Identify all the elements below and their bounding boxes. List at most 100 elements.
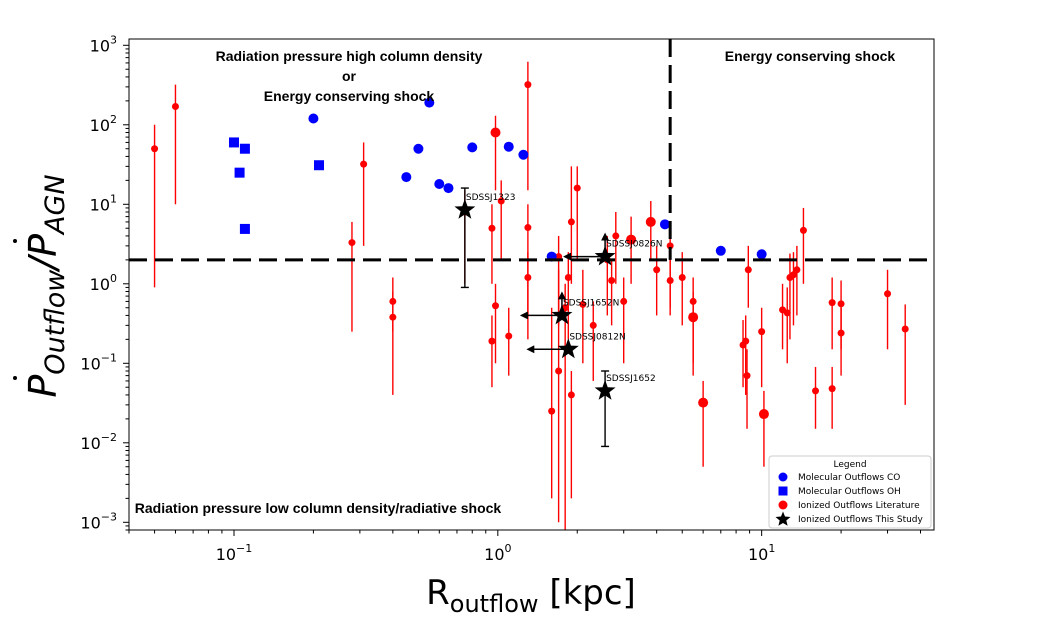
- plot-frame: [128, 38, 935, 531]
- lit-point-7: [488, 224, 496, 232]
- lit-point-56: [884, 290, 892, 298]
- y-axis-label-sep: /P: [21, 234, 65, 273]
- lit-point-16: [548, 407, 556, 415]
- legend-entry-lit: Ionized Outflows Literature: [798, 501, 920, 511]
- x-tick-label-1: 100: [484, 542, 511, 564]
- lit-point-33: [666, 242, 674, 250]
- legend-box: [768, 455, 932, 529]
- lit-point-17: [555, 367, 563, 375]
- lit-point-55: [837, 329, 845, 337]
- lit-point-27: [608, 277, 616, 285]
- co-point-8: [518, 149, 529, 160]
- co-point-3: [401, 172, 412, 183]
- lit-point-18: [555, 253, 563, 261]
- y-tick-label-1: 10−2: [80, 431, 117, 453]
- oh-point-4: [239, 223, 250, 234]
- reference-lines: [129, 39, 934, 262]
- legend-title: Legend: [833, 460, 866, 470]
- lit-point-25: [589, 321, 597, 329]
- axes-layer: 10−1 100 101 10−3 10−2 10−1 100 101 102 103: [80, 33, 922, 564]
- lit-point-5: [389, 313, 397, 321]
- study-star-2: [551, 304, 573, 325]
- lit-point-44: [758, 409, 769, 420]
- legend-marker-lit: [778, 500, 788, 510]
- co-point-6: [467, 142, 478, 153]
- lit-point-31: [645, 216, 656, 227]
- region-label-high-column-3: Energy conserving shock: [264, 88, 435, 104]
- legend-marker-star: [775, 511, 791, 526]
- lit-point-41: [743, 372, 751, 380]
- lit-point-34: [666, 277, 674, 285]
- oh-point-0: [228, 137, 239, 148]
- lit-point-1: [171, 102, 179, 110]
- x-axis-label-sub: outflow: [450, 590, 539, 618]
- lit-point-12: [505, 332, 513, 340]
- lit-point-35: [678, 274, 686, 282]
- lit-point-9: [492, 302, 500, 310]
- lit-point-10: [490, 127, 501, 138]
- annotation-layer: SDSSJ1323 SDSSJ0826N SDSSJ1652N SDSSJ0812N S…: [454, 187, 662, 448]
- region-label-high-column-1: Radiation pressure high column density: [216, 48, 483, 64]
- lit-point-43: [758, 328, 766, 336]
- co-point-12: [756, 249, 767, 260]
- x-axis-label-unit: [kpc]: [539, 573, 636, 613]
- legend-entry-star: Ionized Outflows This Study: [798, 515, 924, 525]
- co-point-11: [715, 245, 726, 256]
- co-point-2: [413, 143, 424, 154]
- lit-point-57: [901, 325, 909, 333]
- lit-point-29: [620, 297, 628, 305]
- lit-point-4: [389, 297, 397, 305]
- y-tick-label-4: 101: [90, 192, 117, 214]
- oh-point-1: [239, 143, 250, 154]
- y-label-dot-1: [13, 376, 17, 380]
- study-star-0: [454, 198, 476, 219]
- co-point-5: [443, 183, 454, 194]
- lit-point-22: [567, 218, 575, 226]
- legend-entry-oh: Molecular Outflows OH: [798, 487, 901, 497]
- study-star-1: [594, 245, 616, 266]
- study-label-2: SDSSJ1652N: [563, 298, 619, 308]
- lit-point-53: [828, 385, 836, 393]
- lit-point-20: [564, 274, 572, 282]
- lit-point-24: [579, 300, 587, 308]
- co-point-4: [434, 179, 445, 190]
- study-star-3: [557, 338, 579, 359]
- x-tick-label-0: 10−1: [216, 542, 253, 564]
- oh-point-2: [234, 167, 245, 178]
- co-point-10: [659, 219, 670, 230]
- co-point-7: [503, 141, 514, 152]
- study-label-4: SDSSJ1652: [606, 374, 656, 384]
- x-tick-label-2: 101: [748, 542, 775, 564]
- lit-point-15: [524, 274, 532, 282]
- y-axis-label-sub1: Outflow: [40, 269, 71, 375]
- lit-point-30: [626, 234, 637, 245]
- lit-point-38: [698, 397, 709, 408]
- co-point-0: [308, 113, 319, 124]
- lit-point-37: [689, 297, 697, 305]
- study-label-3: SDSSJ0812N: [569, 332, 625, 342]
- lit-point-2: [348, 239, 356, 247]
- x-axis-label-main: R: [426, 573, 450, 613]
- lit-point-51: [812, 387, 820, 395]
- y-label-dot-2: [13, 239, 17, 243]
- study-star-4: [594, 379, 616, 400]
- y-tick-label-5: 102: [90, 113, 117, 135]
- y-axis-label-group: POutflow/PAGN: [21, 174, 71, 397]
- x-axis-label: Routflow [kpc]: [426, 573, 636, 618]
- lit-point-50: [799, 226, 807, 234]
- legend-marker-oh: [778, 486, 788, 496]
- oh-point-3: [314, 160, 325, 171]
- y-axis-label: POutflow/PAGN: [21, 174, 71, 397]
- lit-point-3: [360, 160, 368, 168]
- lit-point-52: [828, 299, 836, 307]
- y-axis-label-main: P: [21, 375, 65, 398]
- study-label-1: SDSSJ0826N: [606, 240, 662, 250]
- y-tick-label-2: 10−1: [80, 351, 117, 373]
- lit-point-11: [497, 197, 505, 205]
- lit-point-32: [653, 266, 661, 274]
- y-tick-label-3: 100: [90, 272, 117, 294]
- lit-point-13: [524, 81, 532, 89]
- lit-point-46: [783, 309, 791, 317]
- y-tick-label-6: 103: [90, 33, 117, 55]
- lit-point-14: [524, 224, 532, 232]
